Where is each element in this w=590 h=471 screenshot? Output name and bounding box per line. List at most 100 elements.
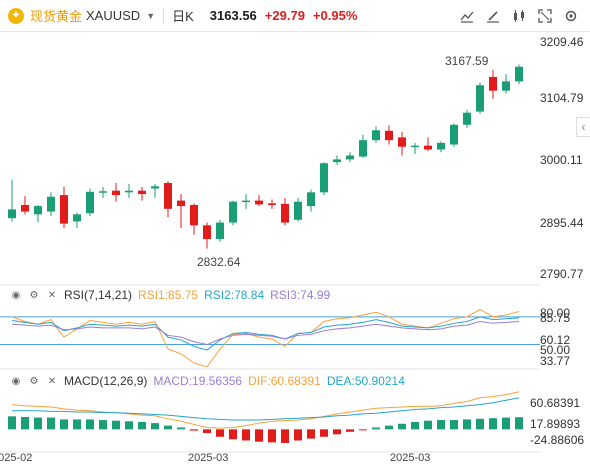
candle-body	[229, 201, 237, 223]
candle-body	[359, 140, 367, 157]
macd-histogram-bar	[73, 419, 81, 430]
dif-value: DIF:60.68391	[248, 374, 321, 388]
time-axis-label: 2025-02	[0, 452, 33, 464]
candle-body	[450, 124, 458, 145]
macd-line-dif	[11, 391, 520, 429]
interval-selector[interactable]: 日K	[172, 9, 194, 24]
symbol-code[interactable]: XAUUSD	[86, 8, 141, 23]
macd-histogram-bar	[138, 421, 146, 430]
indicator-icon[interactable]	[458, 7, 476, 25]
candle-body	[294, 201, 302, 220]
macd-histogram-bar	[268, 429, 276, 443]
candle-body	[502, 81, 510, 91]
macd-header: ◉ ⚙ ✕ MACD(12,26,9) MACD:19.56356 DIF:60…	[10, 374, 405, 388]
macd-histogram-bar	[398, 423, 406, 430]
macd-histogram-bar	[177, 427, 185, 430]
macd-histogram-bar	[281, 429, 289, 443]
macd-title: MACD(12,26,9)	[64, 374, 148, 388]
macd-axis-label: 17.89893	[530, 417, 581, 431]
macd-histogram-bar	[151, 423, 159, 430]
high-price-annotation: 3167.59	[445, 54, 489, 68]
candle-body	[164, 183, 172, 209]
candle-body	[47, 196, 55, 212]
price-change-percent: +0.95%	[312, 8, 358, 23]
macd-value: MACD:19.56356	[153, 374, 243, 388]
macd-histogram-bar	[8, 416, 16, 430]
candle-body	[21, 204, 29, 212]
macd-histogram-bar	[216, 429, 224, 437]
macd-histogram-bar	[424, 420, 432, 430]
candle-body	[216, 222, 224, 240]
candle-body	[203, 225, 211, 240]
gold-coin-icon: ✦	[8, 7, 24, 24]
macd-histogram-bar	[411, 421, 419, 430]
price-change: +29.79	[264, 8, 305, 23]
macd-histogram-bar	[21, 416, 29, 430]
rsi-line-rsi2	[11, 316, 520, 351]
close-icon[interactable]: ✕	[47, 289, 57, 301]
candle-body	[476, 85, 484, 112]
rsi-line-rsi3	[11, 320, 520, 346]
symbol-dropdown-icon[interactable]: ▼	[146, 10, 156, 21]
rsi-line-rsi1	[11, 308, 520, 368]
rsi-axis-label: 60.12	[540, 333, 571, 347]
rsi-axis-label: 33.77	[540, 354, 571, 368]
macd-histogram-bar	[463, 419, 471, 430]
gear-icon[interactable]: ⚙	[29, 289, 39, 301]
gear-icon[interactable]: ⚙	[29, 375, 39, 387]
chart-area[interactable]	[0, 33, 540, 471]
price-axis-label: 3104.79	[540, 91, 584, 105]
rsi-header: ◉ ⚙ ✕ RSI(7,14,21) RSI1:85.75 RSI2:78.84…	[10, 288, 331, 302]
price-axis-label: 3209.46	[540, 35, 584, 49]
macd-axis-label: 60.68391	[530, 396, 581, 410]
eye-icon[interactable]: ◉	[11, 289, 21, 301]
candle-body	[138, 190, 146, 194]
candle-body	[411, 145, 419, 148]
macd-histogram-bar	[242, 429, 250, 441]
macd-histogram-bar	[47, 417, 55, 430]
candle-body	[333, 159, 341, 163]
collapse-panel-button[interactable]: ‹	[576, 117, 590, 137]
rsi-title: RSI(7,14,21)	[64, 288, 133, 302]
settings-icon[interactable]	[562, 7, 580, 25]
price-axis-label: 2895.44	[540, 216, 584, 230]
candle-body	[307, 192, 315, 207]
time-axis-label: 2025-03	[390, 452, 431, 464]
chart-type-icon[interactable]	[510, 7, 528, 25]
macd-histogram-bar	[112, 420, 120, 430]
rsi2-value: RSI2:78.84	[204, 288, 265, 302]
candle-body	[489, 76, 497, 91]
candle-body	[255, 200, 263, 205]
candle-body	[99, 191, 107, 193]
close-icon[interactable]: ✕	[47, 375, 57, 387]
candle-body	[346, 155, 354, 160]
candle-body	[320, 163, 328, 193]
candle-body	[281, 203, 289, 223]
macd-histogram-bar	[515, 417, 523, 430]
symbol-name[interactable]: 现货黄金	[30, 9, 83, 24]
rsi-axis-label: 85.75	[540, 311, 571, 325]
fullscreen-icon[interactable]	[536, 7, 554, 25]
rsi-axis-label: 50.00	[540, 343, 571, 357]
macd-axis-label: -24.88606	[530, 433, 585, 447]
candle-body	[515, 66, 523, 82]
macd-histogram-bar	[294, 429, 302, 441]
macd-histogram-bar	[385, 425, 393, 430]
draw-icon[interactable]	[484, 7, 502, 25]
macd-histogram-bar	[60, 419, 68, 430]
price-axis-label: 2790.77	[540, 267, 584, 281]
candle-body	[372, 130, 380, 141]
macd-histogram-bar	[359, 429, 367, 431]
macd-histogram-bar	[99, 420, 107, 430]
macd-histogram-bar	[450, 420, 458, 430]
candle-body	[34, 206, 42, 215]
macd-histogram-bar	[307, 429, 315, 439]
eye-icon[interactable]: ◉	[11, 375, 21, 387]
last-price: 3163.56	[209, 8, 257, 23]
candle-body	[125, 190, 133, 193]
macd-histogram-bar	[86, 419, 94, 430]
dea-value: DEA:50.90214	[326, 374, 405, 388]
time-axis: 2025-02 2025-03 2025-03	[0, 452, 590, 471]
candle-body	[8, 209, 16, 219]
macd-histogram-bar	[372, 427, 380, 430]
